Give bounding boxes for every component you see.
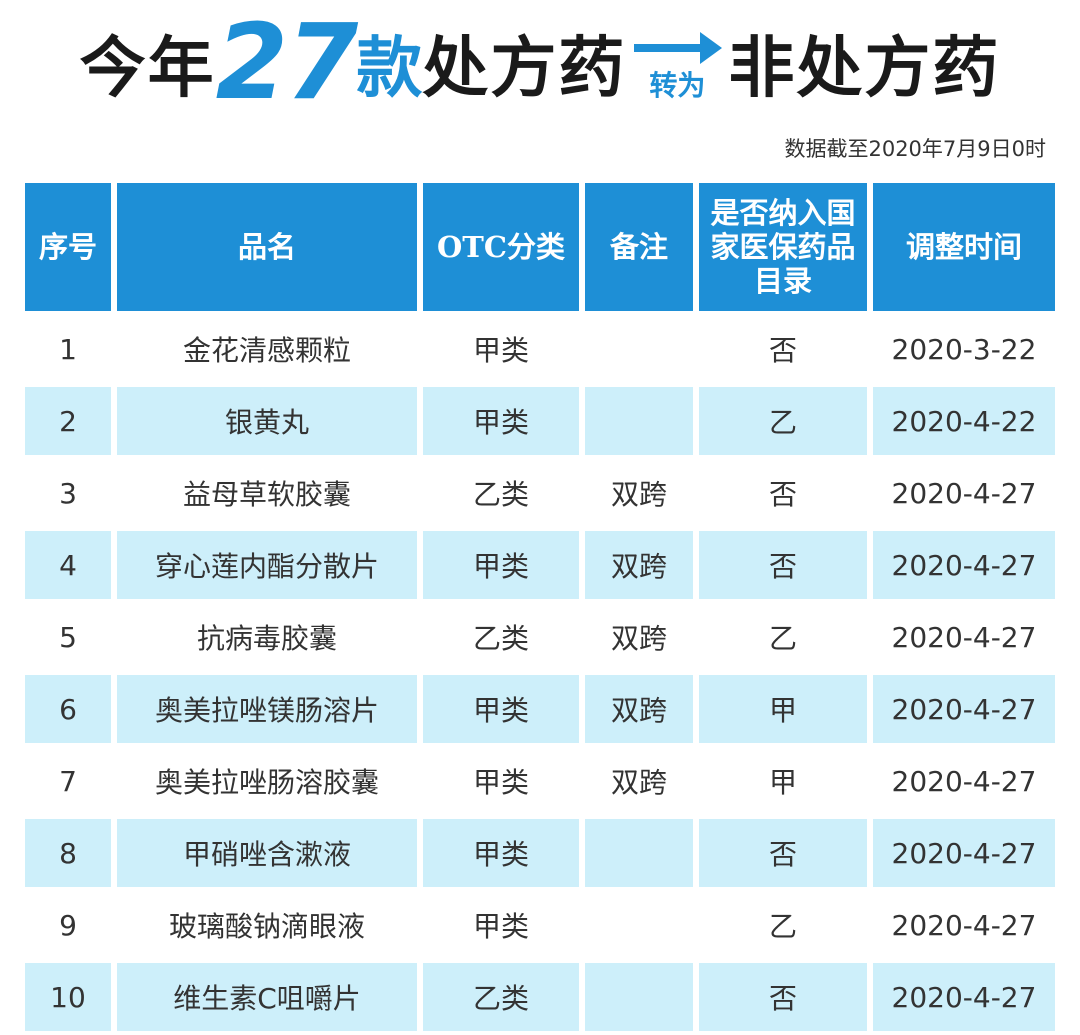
arrow-label: 转为: [649, 68, 706, 102]
header-otc-class: OTC分类: [423, 183, 579, 311]
cell-insurance: 否: [699, 963, 867, 1031]
cell-remark: [585, 891, 693, 959]
cell-remark: 双跨: [610, 622, 667, 655]
cell-insurance: 乙: [699, 387, 867, 455]
cell-date: 2020-4-27: [891, 620, 1037, 654]
cell-date: 2020-4-27: [891, 908, 1037, 942]
cell-index: 1: [59, 332, 77, 366]
cell-insurance: 否: [768, 478, 797, 511]
arrow-right-icon: [634, 31, 723, 64]
table-row: 2 银黄丸 甲类 乙 2020-4-22: [25, 387, 1055, 455]
title-part3: 非处方药: [728, 28, 1001, 107]
cell-date: 2020-4-27: [873, 675, 1055, 743]
cell-otc-class: 甲类: [472, 334, 529, 367]
cell-name: 银黄丸: [117, 387, 417, 455]
data-cutoff-note: 数据截至2020年7月9日0时: [784, 137, 1046, 161]
cell-insurance: 乙: [768, 622, 797, 655]
cell-date: 2020-4-27: [891, 476, 1037, 510]
cell-otc-class: 乙类: [472, 478, 529, 511]
header-insurance-label: 是否纳入国家医保药品目录: [710, 196, 856, 298]
cell-date: 2020-3-22: [891, 332, 1037, 366]
cell-insurance: 否: [768, 334, 797, 367]
cell-index: 9: [59, 908, 77, 942]
cell-name: 奥美拉唑镁肠溶片: [117, 675, 417, 743]
cell-index: 8: [25, 819, 111, 887]
cell-index: 10: [25, 963, 111, 1031]
cell-remark: [585, 819, 693, 887]
cell-otc-class: 甲类: [472, 910, 529, 943]
table-row: 10 维生素C咀嚼片 乙类 否 2020-4-27: [25, 963, 1055, 1031]
cell-date: 2020-4-27: [873, 819, 1055, 887]
header-index: 序号: [25, 183, 111, 311]
cell-index: 7: [59, 764, 77, 798]
cell-remark: [585, 387, 693, 455]
cell-insurance: 否: [699, 531, 867, 599]
cell-insurance: 否: [699, 819, 867, 887]
cell-name: 奥美拉唑肠溶胶囊: [154, 766, 379, 799]
cell-date: 2020-4-27: [891, 764, 1037, 798]
title-unit: 款: [356, 28, 423, 107]
title-number: 27: [215, 1, 359, 123]
cell-name: 甲硝唑含漱液: [117, 819, 417, 887]
cell-otc-class: 甲类: [423, 531, 579, 599]
cell-otc-class: 乙类: [423, 963, 579, 1031]
cell-index: 4: [25, 531, 111, 599]
cell-remark: 双跨: [585, 675, 693, 743]
cell-date: 2020-4-27: [873, 531, 1055, 599]
table-row: 1 金花清感颗粒 甲类 否 2020-3-22: [25, 315, 1055, 383]
cell-remark: 双跨: [585, 531, 693, 599]
cell-insurance: 乙: [768, 910, 797, 943]
table-row: 3 益母草软胶囊 乙类 双跨 否 2020-4-27: [25, 459, 1055, 527]
cell-name: 益母草软胶囊: [182, 478, 351, 511]
cell-otc-class: 甲类: [423, 819, 579, 887]
cell-remark: 双跨: [610, 478, 667, 511]
header-remark: 备注: [585, 183, 693, 311]
table-row: 8 甲硝唑含漱液 甲类 否 2020-4-27: [25, 819, 1055, 887]
cell-name: 穿心莲内酯分散片: [117, 531, 417, 599]
table-header-row: 序号 品名 OTC分类 备注 是否纳入国家医保药品目录 调整时间: [25, 183, 1055, 311]
cell-date: 2020-4-27: [873, 963, 1055, 1031]
cell-otc-class: 甲类: [472, 766, 529, 799]
table-row: 9 玻璃酸钠滴眼液 甲类 乙 2020-4-27: [25, 891, 1055, 959]
table-row: 7 奥美拉唑肠溶胶囊 甲类 双跨 甲 2020-4-27: [25, 747, 1055, 815]
cell-index: 6: [25, 675, 111, 743]
table-row: 5 抗病毒胶囊 乙类 双跨 乙 2020-4-27: [25, 603, 1055, 671]
cell-otc-class: 甲类: [423, 387, 579, 455]
header-date: 调整时间: [873, 183, 1055, 311]
table-row: 6 奥美拉唑镁肠溶片 甲类 双跨 甲 2020-4-27: [25, 675, 1055, 743]
cell-remark: 双跨: [610, 766, 667, 799]
cell-otc-class: 甲类: [423, 675, 579, 743]
cell-insurance: 甲: [768, 766, 797, 799]
cell-date: 2020-4-22: [873, 387, 1055, 455]
cell-remark: [585, 315, 693, 383]
conversion-arrow: 转为: [630, 28, 724, 102]
cell-name: 抗病毒胶囊: [196, 622, 337, 655]
title-part2: 处方药: [422, 28, 627, 107]
cell-index: 5: [59, 620, 77, 654]
header-name: 品名: [117, 183, 417, 311]
cell-name: 玻璃酸钠滴眼液: [168, 910, 365, 943]
title-part1: 今年: [79, 28, 216, 107]
cell-otc-class: 乙类: [472, 622, 529, 655]
cell-index: 3: [59, 476, 77, 510]
table-row: 4 穿心莲内酯分散片 甲类 双跨 否 2020-4-27: [25, 531, 1055, 599]
header-insurance: 是否纳入国家医保药品目录: [699, 183, 867, 311]
drug-table: 序号 品名 OTC分类 备注 是否纳入国家医保药品目录 调整时间 1 金花清感颗…: [19, 179, 1061, 1035]
cell-index: 2: [25, 387, 111, 455]
cell-name: 金花清感颗粒: [182, 334, 351, 367]
cell-insurance: 甲: [699, 675, 867, 743]
cell-name: 维生素C咀嚼片: [117, 963, 417, 1031]
page-title: 今年27款处方药 转为 非处方药: [0, 0, 1080, 125]
cell-remark: [585, 963, 693, 1031]
